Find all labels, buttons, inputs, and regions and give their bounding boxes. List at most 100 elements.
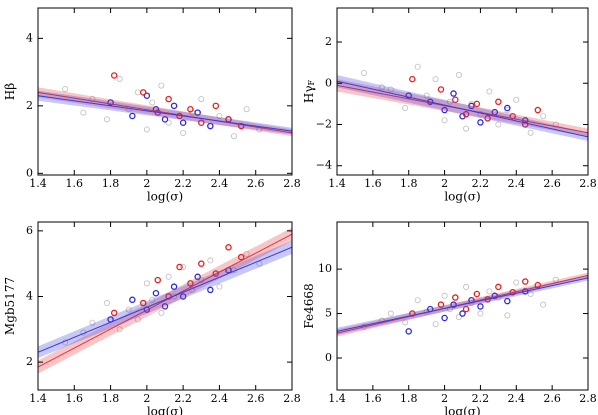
point bbox=[134, 316, 141, 323]
point bbox=[534, 106, 542, 114]
point bbox=[187, 105, 194, 113]
y-axis-label: Hβ bbox=[3, 83, 17, 100]
axes-frame bbox=[336, 221, 589, 391]
x-tick-label: 2.4 bbox=[508, 177, 526, 190]
point bbox=[504, 104, 511, 112]
point bbox=[463, 283, 470, 290]
point bbox=[180, 263, 187, 270]
y-tick-label: 0 bbox=[325, 76, 332, 89]
point bbox=[143, 126, 150, 133]
point bbox=[446, 98, 453, 105]
point bbox=[540, 301, 547, 308]
point bbox=[225, 244, 232, 251]
point bbox=[139, 89, 147, 96]
panel: 1.4 1.6 1.8 2 2.2 2.4 2.6 2.8 2 4 6 log(σ) Mgb5177 bbox=[3, 221, 301, 415]
point bbox=[187, 280, 194, 287]
point bbox=[103, 300, 110, 307]
point bbox=[198, 119, 205, 126]
point bbox=[441, 314, 448, 322]
y-tick-label: 2 bbox=[26, 99, 33, 112]
point bbox=[149, 99, 156, 106]
x-axis-label: log(σ) bbox=[444, 405, 480, 415]
point bbox=[495, 98, 502, 106]
point bbox=[158, 309, 165, 316]
x-tick-label: 2 bbox=[441, 392, 448, 405]
point bbox=[149, 296, 156, 303]
fit-band bbox=[38, 87, 292, 137]
y-axis-label: Mgb5177 bbox=[3, 277, 17, 335]
y-tick-label: 10 bbox=[318, 262, 332, 275]
y-tick-label: 4 bbox=[26, 31, 33, 44]
point bbox=[522, 288, 529, 295]
point bbox=[405, 92, 412, 99]
point bbox=[139, 299, 147, 307]
x-tick-label: 2.6 bbox=[543, 392, 561, 405]
x-tick-label: 1.8 bbox=[102, 392, 120, 405]
point bbox=[477, 119, 484, 126]
x-axis-label: log(σ) bbox=[147, 405, 183, 415]
point bbox=[158, 82, 165, 89]
fit-band bbox=[38, 90, 292, 135]
point bbox=[446, 306, 453, 313]
point bbox=[165, 273, 172, 280]
point bbox=[179, 293, 187, 300]
x-tick-label: 1.6 bbox=[66, 177, 84, 190]
fit-band bbox=[337, 79, 588, 137]
point bbox=[216, 283, 223, 290]
y-tick-label: 2 bbox=[26, 355, 33, 368]
x-tick-label: 1.8 bbox=[400, 392, 418, 405]
plot-area bbox=[337, 272, 588, 337]
point bbox=[207, 286, 214, 294]
x-tick-label: 2.2 bbox=[174, 392, 192, 405]
point bbox=[527, 129, 534, 136]
y-tick-label: 2 bbox=[325, 35, 332, 48]
point bbox=[237, 253, 245, 261]
point bbox=[152, 289, 160, 297]
x-tick-label: 2.6 bbox=[247, 177, 265, 190]
point bbox=[402, 319, 409, 326]
fit-line bbox=[38, 246, 292, 353]
x-tick-label: 1.6 bbox=[66, 392, 84, 405]
point bbox=[212, 102, 220, 110]
point bbox=[165, 119, 172, 126]
point bbox=[378, 84, 385, 91]
point bbox=[423, 92, 430, 99]
point bbox=[473, 290, 481, 298]
x-tick-label: 1.4 bbox=[29, 177, 47, 190]
point bbox=[495, 283, 502, 291]
x-axis-label: log(σ) bbox=[444, 190, 480, 204]
point bbox=[473, 100, 481, 108]
point bbox=[534, 281, 542, 289]
point bbox=[170, 283, 178, 290]
x-tick-label: 2.6 bbox=[543, 177, 561, 190]
panel: 1.4 1.6 1.8 2 2.2 2.4 2.6 2.8 0 5 10 log(σ) Fe4668 bbox=[302, 221, 597, 415]
point bbox=[441, 292, 448, 299]
point bbox=[513, 96, 520, 103]
point bbox=[459, 310, 466, 317]
fit-line bbox=[38, 233, 292, 368]
fit-line bbox=[38, 91, 292, 134]
point bbox=[179, 119, 187, 126]
point bbox=[437, 301, 445, 308]
x-tick-label: 2.4 bbox=[211, 177, 229, 190]
point bbox=[414, 297, 421, 304]
point bbox=[441, 106, 448, 114]
plot-area bbox=[337, 63, 588, 141]
x-tick-label: 1.4 bbox=[29, 392, 47, 405]
point bbox=[154, 276, 161, 284]
point bbox=[180, 129, 187, 136]
point bbox=[143, 280, 150, 287]
x-tick-label: 2.8 bbox=[283, 392, 301, 405]
point bbox=[477, 310, 484, 317]
x-tick-label: 2.2 bbox=[174, 177, 192, 190]
point bbox=[107, 99, 114, 106]
y-axis-label-main: Mgb5177 bbox=[3, 277, 17, 335]
point bbox=[414, 63, 421, 70]
point bbox=[129, 112, 136, 120]
y-axis-label-subscript: F bbox=[307, 79, 316, 85]
point bbox=[527, 290, 534, 297]
point bbox=[477, 303, 484, 310]
point bbox=[437, 86, 445, 93]
point bbox=[360, 323, 367, 330]
